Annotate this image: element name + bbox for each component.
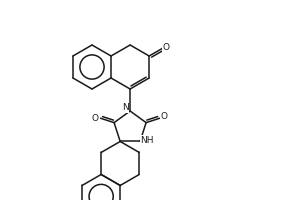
Text: NH: NH xyxy=(140,136,154,145)
Text: O: O xyxy=(160,112,167,121)
Text: O: O xyxy=(92,114,99,123)
Text: N: N xyxy=(122,104,128,112)
Text: O: O xyxy=(163,43,170,52)
